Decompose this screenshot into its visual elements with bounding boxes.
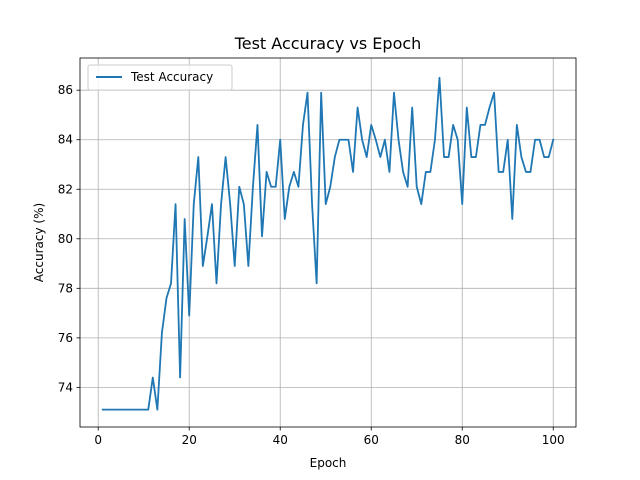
y-tick-label: 84 (58, 133, 73, 147)
y-tick-label: 74 (58, 380, 73, 394)
y-tick-label: 80 (58, 232, 73, 246)
y-tick-label: 78 (58, 281, 73, 295)
series-line-test-accuracy (101, 76, 555, 411)
x-axis-label: Epoch (310, 456, 347, 470)
x-tick-label: 20 (182, 433, 197, 447)
x-tick-label: 0 (94, 433, 102, 447)
x-tick-label: 40 (273, 433, 288, 447)
plot-series (101, 76, 555, 411)
y-tick-label: 82 (58, 182, 73, 196)
legend-box (87, 64, 233, 91)
x-tick-label: 60 (364, 433, 379, 447)
y-axis-label: Accuracy (%) (32, 203, 46, 282)
x-tick-label: 80 (455, 433, 470, 447)
legend: Test Accuracy (87, 64, 233, 91)
grid (80, 58, 576, 427)
plot-frame (79, 57, 577, 428)
axis-ticks: 0 20 40 60 80 100 74 76 78 80 82 84 86 (58, 83, 565, 447)
legend-entry-label: Test Accuracy (130, 70, 213, 84)
y-tick-label: 76 (58, 331, 73, 345)
y-tick-label: 86 (58, 83, 73, 97)
x-tick-label: 100 (542, 433, 565, 447)
chart-title: Test Accuracy vs Epoch (234, 34, 422, 53)
